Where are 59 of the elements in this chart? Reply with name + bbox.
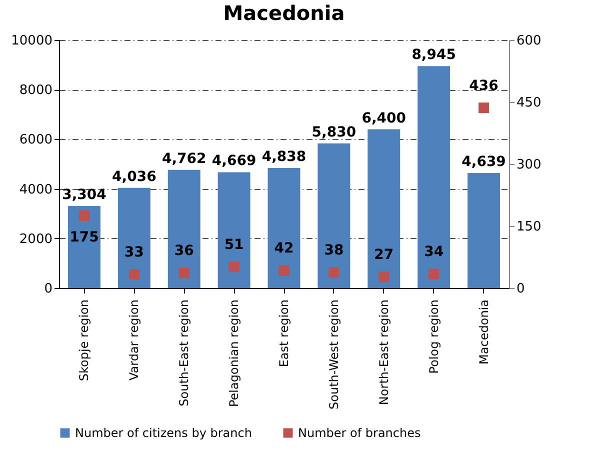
x-tick-label: North-East region	[376, 300, 391, 406]
bar	[68, 206, 100, 288]
data-label: 4,669	[212, 153, 256, 170]
point	[478, 102, 490, 114]
y2-tick-label: 150	[516, 220, 542, 234]
point	[78, 210, 90, 221]
point	[428, 268, 440, 280]
data-label: 175	[70, 230, 99, 246]
x-tick-label: South-West region	[326, 300, 341, 410]
bar	[168, 170, 200, 288]
x-tick-label: Vardar region	[127, 300, 142, 381]
data-label: 8,945	[412, 47, 456, 64]
data-label: 6,400	[362, 110, 406, 126]
point	[178, 268, 190, 278]
data-label: 4,838	[262, 149, 306, 166]
legend-label: Number of branches	[298, 426, 421, 440]
legend-label: Number of citizens by branch	[75, 426, 252, 440]
x-tick-label: Pelagonian region	[227, 300, 242, 408]
y-tick-label: 8000	[19, 83, 52, 98]
y2-tick-label: 0	[516, 282, 525, 296]
bar	[318, 143, 350, 288]
x-tick-label: South-East region	[177, 300, 192, 406]
data-label: 4,036	[112, 168, 156, 185]
data-label: 36	[174, 243, 194, 260]
bar	[368, 129, 400, 288]
data-label: 3,304	[62, 187, 107, 204]
bar	[418, 66, 450, 288]
data-label: 4,639	[462, 154, 506, 170]
data-label: 42	[274, 240, 294, 257]
point	[328, 267, 340, 278]
y-tick-label: 10000	[11, 34, 52, 48]
chart-title: Macedonia	[223, 1, 345, 25]
y-tick-label: 6000	[19, 132, 52, 148]
y2-tick-label: 600	[516, 34, 542, 48]
data-label: 5,830	[312, 124, 356, 140]
y-tick-label: 0	[44, 282, 52, 296]
data-label: 33	[124, 244, 144, 260]
bar	[268, 168, 300, 288]
data-label: 27	[374, 246, 394, 263]
point	[278, 265, 290, 276]
data-label: 38	[324, 242, 344, 258]
point	[378, 272, 390, 282]
point	[128, 269, 140, 280]
y2-tick-label: 450	[516, 96, 542, 110]
data-label: 4,762	[162, 150, 206, 167]
data-label: 436	[469, 78, 498, 94]
bar	[118, 188, 150, 288]
y-tick-label: 4000	[19, 182, 52, 198]
x-tick-label: Polog region	[426, 300, 441, 374]
bar	[218, 172, 250, 288]
x-tick-label: Skopje region	[77, 300, 92, 382]
data-label: 51	[224, 236, 244, 253]
bar	[468, 172, 500, 288]
data-label: 34	[424, 244, 444, 260]
x-tick-label: East region	[277, 300, 291, 368]
y-tick-label: 2000	[19, 232, 52, 247]
x-tick-label: Macedonia	[476, 300, 491, 364]
point	[228, 262, 240, 272]
y2-tick-label: 300	[516, 158, 542, 172]
